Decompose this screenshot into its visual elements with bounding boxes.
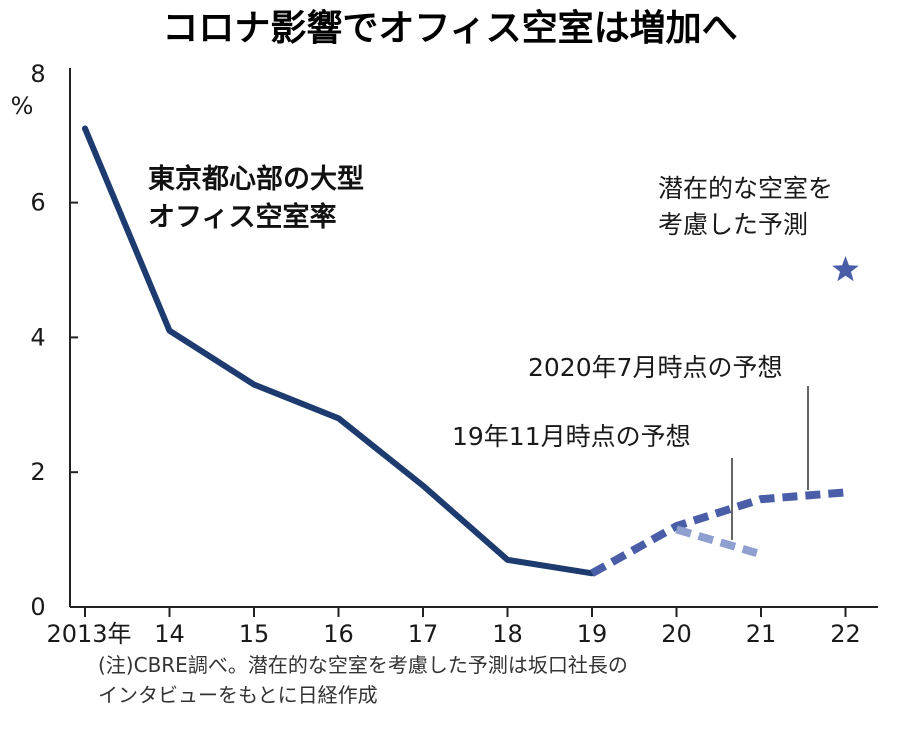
star-marker bbox=[832, 256, 859, 282]
x-tick-label: 20 bbox=[661, 620, 692, 648]
series-label-line-1: 東京都心部の大型 bbox=[148, 163, 364, 195]
series-line-actual bbox=[82, 125, 595, 577]
series-line-forecast-2020-07 bbox=[590, 488, 846, 577]
x-axis: 2013年 14 15 16 17 18 19 20 21 22 bbox=[46, 606, 878, 648]
y-axis-top-label: 8 bbox=[30, 60, 45, 88]
series-line-forecast-2019-11 bbox=[675, 525, 758, 557]
x-tick-label: 15 bbox=[239, 620, 270, 648]
x-tick-label: 19 bbox=[577, 620, 608, 648]
x-tick-label: 2013年 bbox=[46, 620, 131, 648]
y-axis: 8 % 0 2 4 6 bbox=[11, 60, 78, 621]
series-label-line-2: オフィス空室率 bbox=[148, 201, 336, 233]
y-tick-label: 6 bbox=[30, 189, 45, 217]
x-tick-label: 22 bbox=[830, 620, 861, 648]
y-tick-label: 4 bbox=[30, 323, 45, 351]
y-ticks: 0 2 4 6 bbox=[30, 189, 78, 621]
chart-title: コロナ影響でオフィス空室は増加へ bbox=[162, 7, 737, 49]
x-tick-label: 18 bbox=[492, 620, 523, 648]
y-tick-label: 0 bbox=[30, 593, 45, 621]
footnote-line-1: (注)CBRE調べ。潜在的な空室を考慮した予測は坂口社長の bbox=[98, 653, 628, 677]
series bbox=[82, 125, 846, 577]
x-tick-label: 16 bbox=[323, 620, 354, 648]
x-tick-label: 21 bbox=[746, 620, 777, 648]
y-axis-unit-label: % bbox=[11, 92, 34, 120]
star-annotation-line-1: 潜在的な空室を bbox=[658, 174, 833, 203]
star-annotation-line-2: 考慮した予測 bbox=[658, 210, 808, 239]
x-ticks: 2013年 14 15 16 17 18 19 20 21 22 bbox=[46, 607, 861, 648]
footnote-line-2: インタビューをもとに日経作成 bbox=[98, 683, 378, 707]
forecast-2019-11-label: 19年11月時点の予想 bbox=[452, 422, 691, 451]
y-tick-label: 2 bbox=[30, 458, 45, 486]
x-tick-label: 14 bbox=[154, 620, 185, 648]
x-tick-label: 17 bbox=[408, 620, 439, 648]
forecast-2020-07-label: 2020年7月時点の予想 bbox=[528, 353, 783, 382]
